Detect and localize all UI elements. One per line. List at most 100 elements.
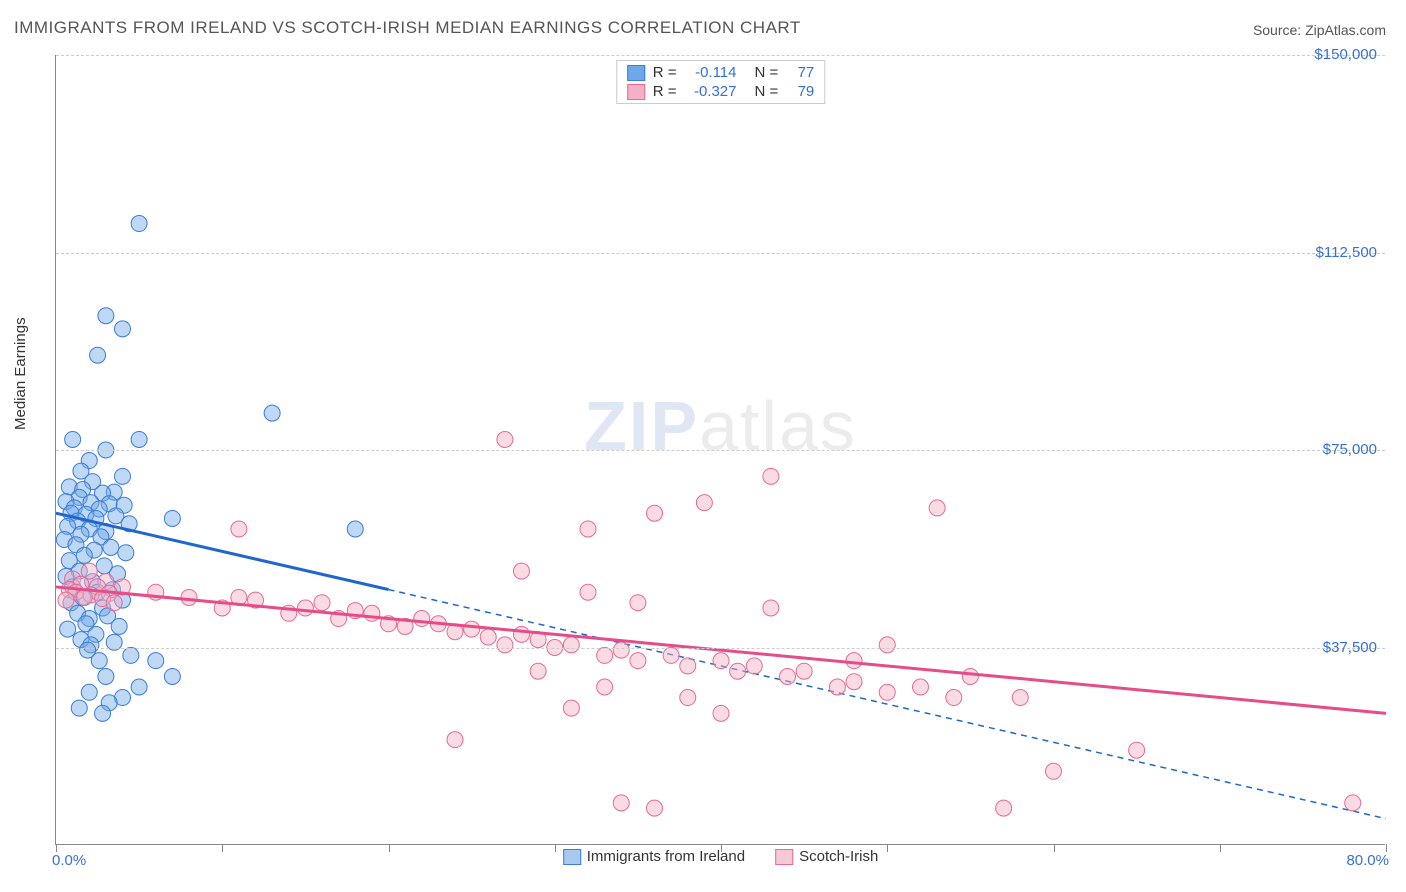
- data-point: [98, 668, 114, 684]
- data-point: [164, 510, 180, 526]
- legend-swatch: [775, 849, 793, 865]
- data-point: [131, 679, 147, 695]
- gridline: [56, 648, 1385, 649]
- y-tick-label: $112,500: [1316, 244, 1377, 261]
- data-point: [98, 308, 114, 324]
- data-point: [913, 679, 929, 695]
- x-min-label: 0.0%: [52, 852, 86, 869]
- data-point: [480, 629, 496, 645]
- data-point: [763, 468, 779, 484]
- y-axis-label: Median Earnings: [12, 317, 29, 430]
- data-point: [497, 637, 513, 653]
- data-point: [297, 600, 313, 616]
- x-tick: [721, 844, 722, 852]
- data-point: [148, 653, 164, 669]
- data-point: [464, 621, 480, 637]
- data-point: [514, 626, 530, 642]
- data-point: [65, 431, 81, 447]
- data-point: [115, 468, 131, 484]
- data-point: [103, 539, 119, 555]
- data-point: [597, 679, 613, 695]
- data-point: [680, 690, 696, 706]
- chart-title: IMMIGRANTS FROM IRELAND VS SCOTCH-IRISH …: [14, 18, 801, 38]
- data-point: [613, 642, 629, 658]
- x-max-label: 80.0%: [1346, 852, 1389, 869]
- data-point: [597, 647, 613, 663]
- data-point: [829, 679, 845, 695]
- data-point: [1046, 763, 1062, 779]
- data-point: [996, 800, 1012, 816]
- data-point: [647, 800, 663, 816]
- data-point: [497, 431, 513, 447]
- data-point: [71, 700, 87, 716]
- trend-line-extrapolated: [389, 590, 1387, 819]
- data-point: [91, 653, 107, 669]
- data-point: [946, 690, 962, 706]
- x-tick: [222, 844, 223, 852]
- data-point: [713, 653, 729, 669]
- x-tick: [1054, 844, 1055, 852]
- data-point: [106, 595, 122, 611]
- data-point: [580, 584, 596, 600]
- data-point: [1345, 795, 1361, 811]
- data-point: [181, 589, 197, 605]
- trend-line: [56, 587, 1386, 713]
- gridline: [56, 253, 1385, 254]
- data-point: [414, 611, 430, 627]
- data-point: [514, 563, 530, 579]
- data-point: [879, 637, 895, 653]
- data-point: [746, 658, 762, 674]
- x-tick: [1386, 844, 1387, 852]
- data-point: [123, 647, 139, 663]
- legend-swatch: [563, 849, 581, 865]
- data-point: [118, 545, 134, 561]
- data-point: [90, 347, 106, 363]
- x-tick: [56, 844, 57, 852]
- data-point: [1129, 742, 1145, 758]
- data-point: [76, 589, 92, 605]
- source-label: Source: ZipAtlas.com: [1253, 22, 1386, 38]
- data-point: [630, 595, 646, 611]
- gridline: [56, 55, 1385, 56]
- x-tick: [1220, 844, 1221, 852]
- data-point: [347, 521, 363, 537]
- legend-item: Scotch-Irish: [775, 848, 878, 865]
- data-point: [962, 668, 978, 684]
- data-point: [81, 684, 97, 700]
- data-point: [730, 663, 746, 679]
- data-point: [264, 405, 280, 421]
- data-point: [115, 321, 131, 337]
- data-point: [131, 216, 147, 232]
- data-point: [164, 668, 180, 684]
- data-point: [796, 663, 812, 679]
- data-point: [60, 621, 76, 637]
- data-point: [95, 705, 111, 721]
- chart-container: IMMIGRANTS FROM IRELAND VS SCOTCH-IRISH …: [0, 0, 1406, 892]
- data-point: [680, 658, 696, 674]
- data-point: [846, 674, 862, 690]
- data-point: [780, 668, 796, 684]
- data-point: [879, 684, 895, 700]
- data-point: [580, 521, 596, 537]
- data-point: [696, 495, 712, 511]
- data-point: [530, 663, 546, 679]
- data-point: [58, 592, 74, 608]
- data-point: [763, 600, 779, 616]
- data-point: [713, 705, 729, 721]
- data-point: [231, 521, 247, 537]
- y-tick-label: $150,000: [1314, 46, 1377, 63]
- gridline: [56, 450, 1385, 451]
- x-tick: [887, 844, 888, 852]
- x-tick: [389, 844, 390, 852]
- data-point: [76, 547, 92, 563]
- data-point: [647, 505, 663, 521]
- data-point: [846, 653, 862, 669]
- data-point: [663, 647, 679, 663]
- plot-area: ZIPatlas R =-0.114N =77R =-0.327N =79 Im…: [55, 55, 1385, 845]
- y-tick-label: $75,000: [1323, 441, 1377, 458]
- y-tick-label: $37,500: [1323, 639, 1377, 656]
- data-point: [630, 653, 646, 669]
- data-point: [929, 500, 945, 516]
- legend-item: Immigrants from Ireland: [563, 848, 745, 865]
- legend-label: Scotch-Irish: [799, 848, 878, 865]
